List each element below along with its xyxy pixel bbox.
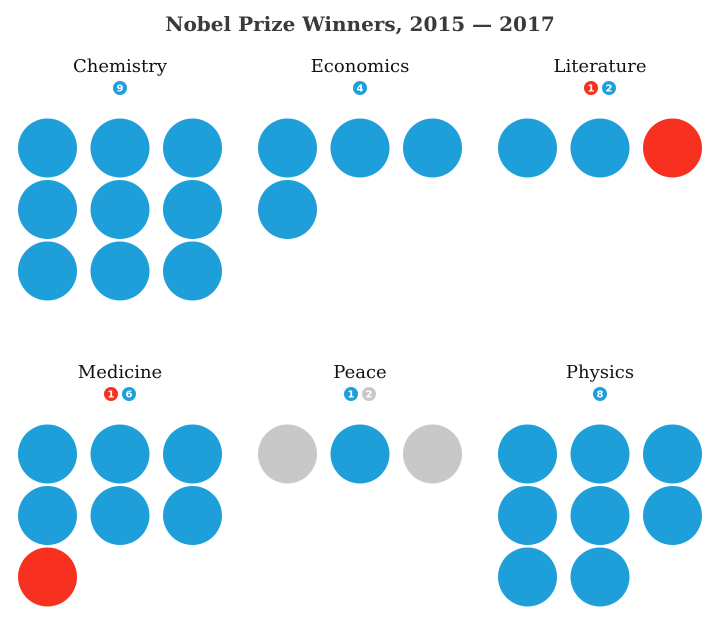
winner-dot-chemistry-4 bbox=[18, 180, 77, 239]
count-badge-value-peace-blue: 1 bbox=[348, 390, 355, 401]
count-badge-value-peace-gray: 2 bbox=[366, 390, 373, 401]
winner-dot-medicine-2 bbox=[90, 424, 150, 484]
winner-dot-literature-3 bbox=[643, 118, 702, 178]
winner-dot-literature-2 bbox=[570, 118, 630, 178]
winner-dot-economics-2 bbox=[330, 118, 390, 178]
winner-dot-chemistry-9 bbox=[163, 241, 222, 301]
winner-dot-literature-1 bbox=[498, 118, 557, 178]
winner-dot-chemistry-8 bbox=[90, 241, 150, 301]
category-label-peace: Peace bbox=[333, 362, 386, 383]
category-label-economics: Economics bbox=[311, 56, 410, 77]
winner-dot-peace-1 bbox=[258, 424, 317, 484]
winner-dot-physics-1 bbox=[498, 424, 557, 484]
count-badge-value-medicine-red: 1 bbox=[108, 390, 115, 401]
winner-dot-medicine-7 bbox=[18, 547, 77, 607]
winner-dot-medicine-1 bbox=[18, 424, 77, 484]
winner-dot-economics-1 bbox=[258, 118, 317, 178]
count-badge-value-literature-blue: 2 bbox=[606, 84, 613, 95]
panel-economics: Economics 4 bbox=[258, 56, 462, 239]
winner-dot-physics-3 bbox=[643, 424, 702, 484]
winner-dot-chemistry-1 bbox=[18, 118, 77, 178]
winner-dot-medicine-3 bbox=[163, 424, 222, 484]
count-badge-chemistry-blue bbox=[113, 81, 127, 95]
count-badge-value-literature-red: 1 bbox=[588, 84, 595, 95]
category-label-chemistry: Chemistry bbox=[73, 56, 168, 77]
winner-dot-economics-4 bbox=[258, 180, 317, 239]
count-badge-economics-blue bbox=[353, 81, 367, 95]
count-badge-literature-blue bbox=[602, 81, 616, 95]
chart-title: Nobel Prize Winners, 2015 — 2017 bbox=[165, 12, 555, 36]
count-badge-value-chemistry-blue: 9 bbox=[117, 84, 124, 95]
category-label-medicine: Medicine bbox=[78, 362, 162, 383]
count-badge-peace-gray bbox=[362, 387, 376, 401]
panel-chemistry: Chemistry 9 bbox=[18, 56, 222, 301]
count-badge-peace-blue bbox=[344, 387, 358, 401]
winner-dot-peace-3 bbox=[403, 424, 462, 484]
winner-dot-chemistry-5 bbox=[90, 180, 150, 239]
panel-peace: Peace 1 2 bbox=[258, 362, 462, 484]
winner-dot-medicine-4 bbox=[18, 486, 77, 545]
winner-dot-physics-5 bbox=[570, 486, 630, 545]
winner-dot-chemistry-2 bbox=[90, 118, 150, 178]
winner-dot-chemistry-6 bbox=[163, 180, 222, 239]
panel-medicine: Medicine 1 6 bbox=[18, 362, 222, 607]
count-badge-medicine-red bbox=[104, 387, 118, 401]
winner-dot-medicine-6 bbox=[163, 486, 222, 545]
count-badge-literature-red bbox=[584, 81, 598, 95]
count-badge-medicine-blue bbox=[122, 387, 136, 401]
winner-dot-economics-3 bbox=[403, 118, 462, 178]
winner-dot-chemistry-3 bbox=[163, 118, 222, 178]
count-badge-value-physics-blue: 8 bbox=[597, 390, 604, 401]
winner-dot-chemistry-7 bbox=[18, 241, 77, 301]
winner-dot-peace-2 bbox=[330, 424, 390, 484]
winner-dot-physics-7 bbox=[498, 547, 557, 607]
winner-dot-physics-6 bbox=[643, 486, 702, 545]
winner-dot-medicine-5 bbox=[90, 486, 150, 545]
panel-physics: Physics 8 bbox=[498, 362, 702, 607]
category-label-physics: Physics bbox=[566, 362, 634, 383]
count-badge-physics-blue bbox=[593, 387, 607, 401]
winner-dot-physics-8 bbox=[570, 547, 630, 607]
winner-dot-physics-2 bbox=[570, 424, 630, 484]
count-badge-value-economics-blue: 4 bbox=[357, 84, 364, 95]
panel-literature: Literature 1 2 bbox=[498, 56, 702, 178]
count-badge-value-medicine-blue: 6 bbox=[126, 390, 133, 401]
category-label-literature: Literature bbox=[553, 56, 646, 77]
winner-dot-physics-4 bbox=[498, 486, 557, 545]
